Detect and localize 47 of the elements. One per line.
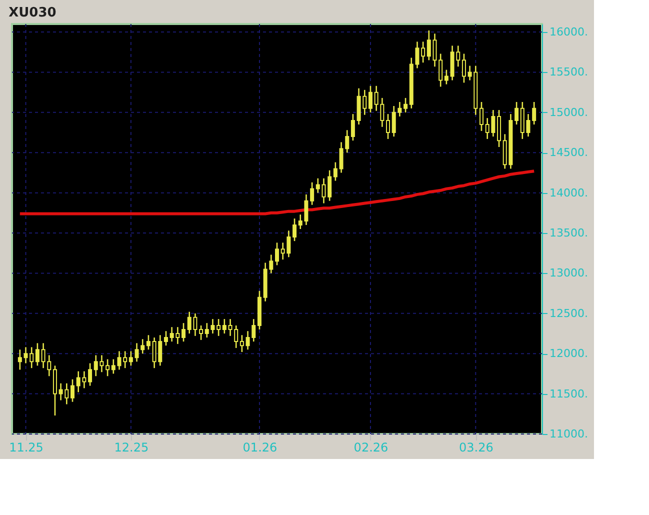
y-tick-label: 14500. [550,146,588,160]
x-tick-label: 11.25 [9,440,44,454]
candlestick [292,218,297,242]
candlestick [444,69,448,85]
y-tick-label: 12000. [550,347,588,360]
candlestick [386,113,390,140]
chart-title: XU030 [8,6,56,20]
y-tick-label: 13000. [550,266,588,280]
candlestick [462,53,466,84]
y-tick-label: 12500. [550,306,588,320]
candlestick [106,358,110,377]
candlestick [88,362,92,386]
y-tick-label: 11000. [550,428,588,440]
candlestick [514,101,519,126]
y-tick-label: 11500. [550,387,588,400]
candlestick [275,242,279,266]
candlestick [328,170,332,202]
candlestick [164,330,168,346]
candlestick [35,342,40,366]
candlestick [216,318,221,337]
candlestick [368,85,372,114]
candlestick [310,182,314,206]
candlestick [532,101,536,126]
y-tick-label: 16000. [550,26,588,39]
candlestick [479,101,484,132]
candlestick [333,162,338,182]
y-tick-label: 13500. [550,226,588,240]
candlestick [240,334,244,353]
candlestick [123,350,128,369]
candlestick [426,30,431,61]
candlestick [128,350,133,366]
candlestick [182,322,186,342]
candlestick [350,113,355,142]
candlestick [18,348,22,370]
x-tick-label: 02.26 [354,440,388,454]
y-tick-label: 14000. [550,186,588,200]
candlestick [222,318,226,334]
x-tick-label: 12.25 [114,440,149,454]
candlestick [70,378,75,402]
candlestick [199,324,204,341]
y-tick-label: 15000. [550,106,588,119]
candlestick [146,334,150,350]
x-tick-label: 03.26 [458,440,494,454]
y-tick-label: 15500. [550,66,588,79]
x-tick-label: 01.26 [242,440,278,454]
candlestick [404,97,408,114]
candlestick [421,41,426,64]
